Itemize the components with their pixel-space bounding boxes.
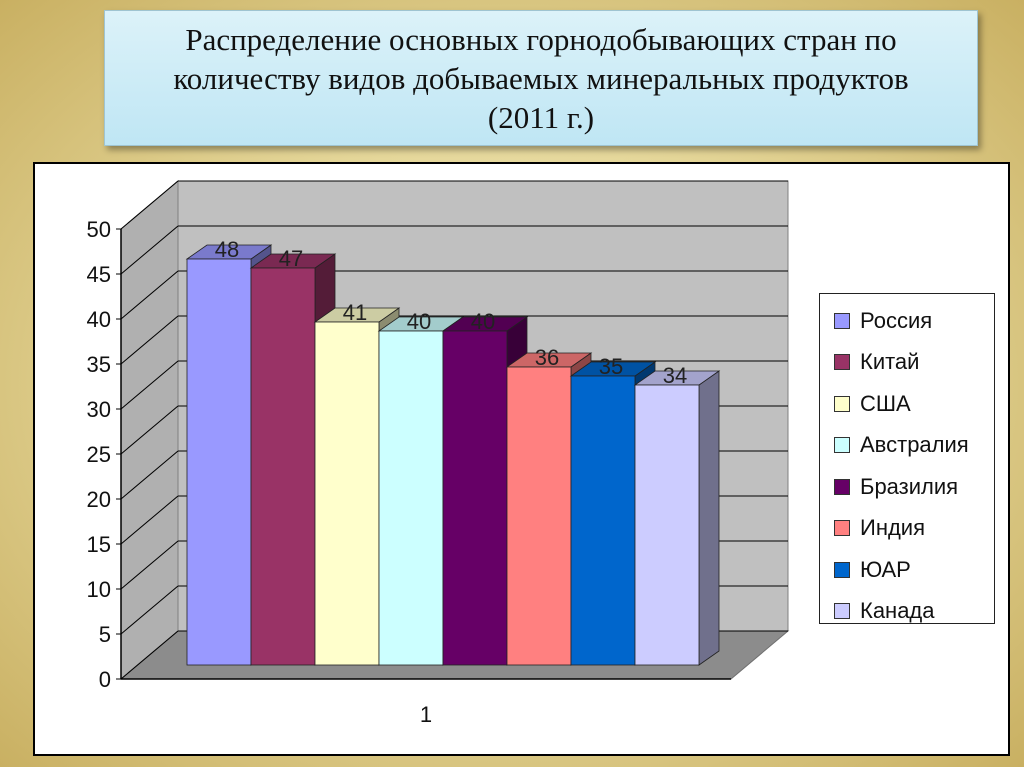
bar xyxy=(506,366,572,666)
y-tick-label: 40 xyxy=(87,307,111,332)
data-label: 40 xyxy=(407,309,431,334)
gridline-side xyxy=(120,540,179,590)
legend-swatch xyxy=(834,478,850,495)
legend-swatch xyxy=(834,354,850,371)
legend-swatch xyxy=(834,395,850,412)
legend-label: Индия xyxy=(860,515,926,541)
title-box: Распределение основных горнодобывающих с… xyxy=(104,10,978,146)
legend-item: Канада xyxy=(834,591,994,633)
legend-label: Россия xyxy=(860,307,933,333)
bar xyxy=(250,267,316,666)
legend-swatch xyxy=(834,437,850,454)
gridline-side xyxy=(120,315,179,365)
bar-side xyxy=(698,370,720,666)
legend-item: Австралия xyxy=(834,425,994,467)
y-tick-label: 30 xyxy=(87,397,111,422)
bar xyxy=(634,384,700,666)
data-label: 47 xyxy=(279,246,303,271)
gridline-side xyxy=(120,225,179,275)
legend-label: США xyxy=(860,390,911,416)
legend-item: Индия xyxy=(834,508,994,550)
gridline-side xyxy=(120,585,179,635)
data-label: 35 xyxy=(599,354,623,379)
legend-swatch xyxy=(834,520,850,537)
data-label: 41 xyxy=(343,300,367,325)
data-label: 48 xyxy=(215,237,239,262)
gridline-side xyxy=(120,495,179,545)
legend-label: Бразилия xyxy=(860,473,959,499)
y-tick-label: 15 xyxy=(87,532,111,557)
bar xyxy=(314,321,380,666)
bar xyxy=(442,330,508,666)
bar xyxy=(570,375,636,666)
gridline-side xyxy=(120,405,179,455)
y-tick-label: 0 xyxy=(99,667,111,692)
gridline-side xyxy=(120,630,179,680)
y-tick-label: 5 xyxy=(99,622,111,647)
legend: Россия Китай США Австралия Бразилия Индия ЮАР К… xyxy=(819,293,995,624)
legend-item: Россия xyxy=(834,300,994,342)
legend-item: Китай xyxy=(834,342,994,384)
bar xyxy=(186,258,252,666)
legend-label: Канада xyxy=(860,598,935,624)
data-label: 36 xyxy=(535,345,559,370)
gridline-side xyxy=(120,270,179,320)
y-tick-label: 50 xyxy=(87,217,111,242)
legend-swatch xyxy=(834,561,850,578)
legend-item: США xyxy=(834,383,994,425)
slide-title: Распределение основных горнодобывающих с… xyxy=(173,21,909,135)
gridline-side xyxy=(120,360,179,410)
data-label: 34 xyxy=(663,363,687,388)
legend-item: Бразилия xyxy=(834,466,994,508)
y-tick-label: 10 xyxy=(87,577,111,602)
bar xyxy=(378,330,444,666)
y-tick-label: 25 xyxy=(87,442,111,467)
y-tick-label: 45 xyxy=(87,262,111,287)
legend-item: ЮАР xyxy=(834,549,994,591)
legend-label: ЮАР xyxy=(860,556,911,582)
gridline-side xyxy=(120,180,179,230)
legend-swatch xyxy=(834,312,850,329)
gridline-side xyxy=(120,450,179,500)
y-tick-label: 20 xyxy=(87,487,111,512)
legend-label: Китай xyxy=(860,349,920,375)
y-tick-label: 35 xyxy=(87,352,111,377)
data-label: 40 xyxy=(471,309,495,334)
legend-label: Австралия xyxy=(860,432,969,458)
legend-swatch xyxy=(834,603,850,620)
x-category-label: 1 xyxy=(420,702,432,727)
